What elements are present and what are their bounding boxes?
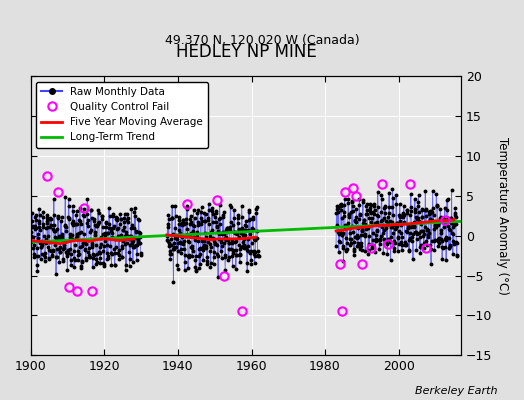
- Legend: Raw Monthly Data, Quality Control Fail, Five Year Moving Average, Long-Term Tren: Raw Monthly Data, Quality Control Fail, …: [36, 82, 209, 148]
- Title: HEDLEY NP MINE: HEDLEY NP MINE: [176, 43, 316, 61]
- Text: 49.370 N, 120.020 W (Canada): 49.370 N, 120.020 W (Canada): [165, 34, 359, 47]
- Text: Berkeley Earth: Berkeley Earth: [416, 386, 498, 396]
- Y-axis label: Temperature Anomaly (°C): Temperature Anomaly (°C): [496, 137, 509, 295]
